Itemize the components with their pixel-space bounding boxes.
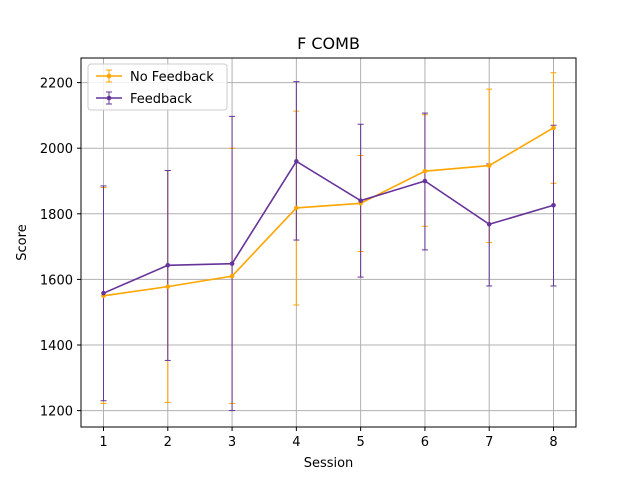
data-point: [165, 284, 171, 289]
data-point: [294, 205, 299, 211]
data-point: [358, 198, 363, 203]
data-point: [551, 125, 556, 131]
legend-label: Feedback: [130, 92, 192, 107]
data-point: [486, 221, 492, 227]
data-point: [551, 202, 556, 208]
data-point: [422, 168, 428, 174]
legend-marker: [106, 95, 112, 101]
y-tick-label: 1800: [40, 208, 73, 223]
legend-label: No Feedback: [130, 70, 214, 85]
x-tick-label: 4: [292, 435, 300, 450]
x-tick-label: 8: [549, 435, 557, 450]
x-axis-label: Session: [304, 456, 354, 471]
series-line: [103, 127, 554, 297]
x-tick-label: 7: [485, 435, 493, 450]
series-markers: [101, 125, 556, 299]
chart-title: F COMB: [297, 34, 360, 53]
y-tick-label: 2000: [40, 142, 73, 157]
x-tick-label: 3: [228, 435, 236, 450]
x-tick-label: 6: [421, 435, 429, 450]
x-tick-label: 5: [357, 435, 365, 450]
series-lines: [103, 127, 554, 297]
data-point: [101, 290, 106, 296]
axes-frame: [80, 57, 577, 428]
data-point: [229, 261, 235, 266]
x-tick-label: 2: [164, 435, 172, 450]
y-tick-label: 1400: [40, 339, 73, 354]
data-point: [165, 262, 171, 268]
y-axis-label: Score: [15, 224, 30, 260]
series-line: [103, 160, 554, 294]
y-tick-label: 2200: [40, 77, 73, 92]
x-tick-label: 1: [99, 435, 107, 450]
data-point: [294, 159, 299, 164]
legend: No Feedback Feedback: [87, 63, 228, 111]
ticks: 1 2 3 4 5 6 7 8 1200 1400 1600 1800 2000 2200: [40, 77, 558, 450]
y-tick-label: 1200: [40, 405, 73, 420]
y-tick-label: 1600: [40, 273, 73, 288]
data-point: [229, 273, 235, 279]
data-point: [422, 178, 428, 184]
legend-box: [87, 63, 228, 111]
legend-marker: [106, 73, 112, 79]
data-point: [486, 163, 492, 168]
